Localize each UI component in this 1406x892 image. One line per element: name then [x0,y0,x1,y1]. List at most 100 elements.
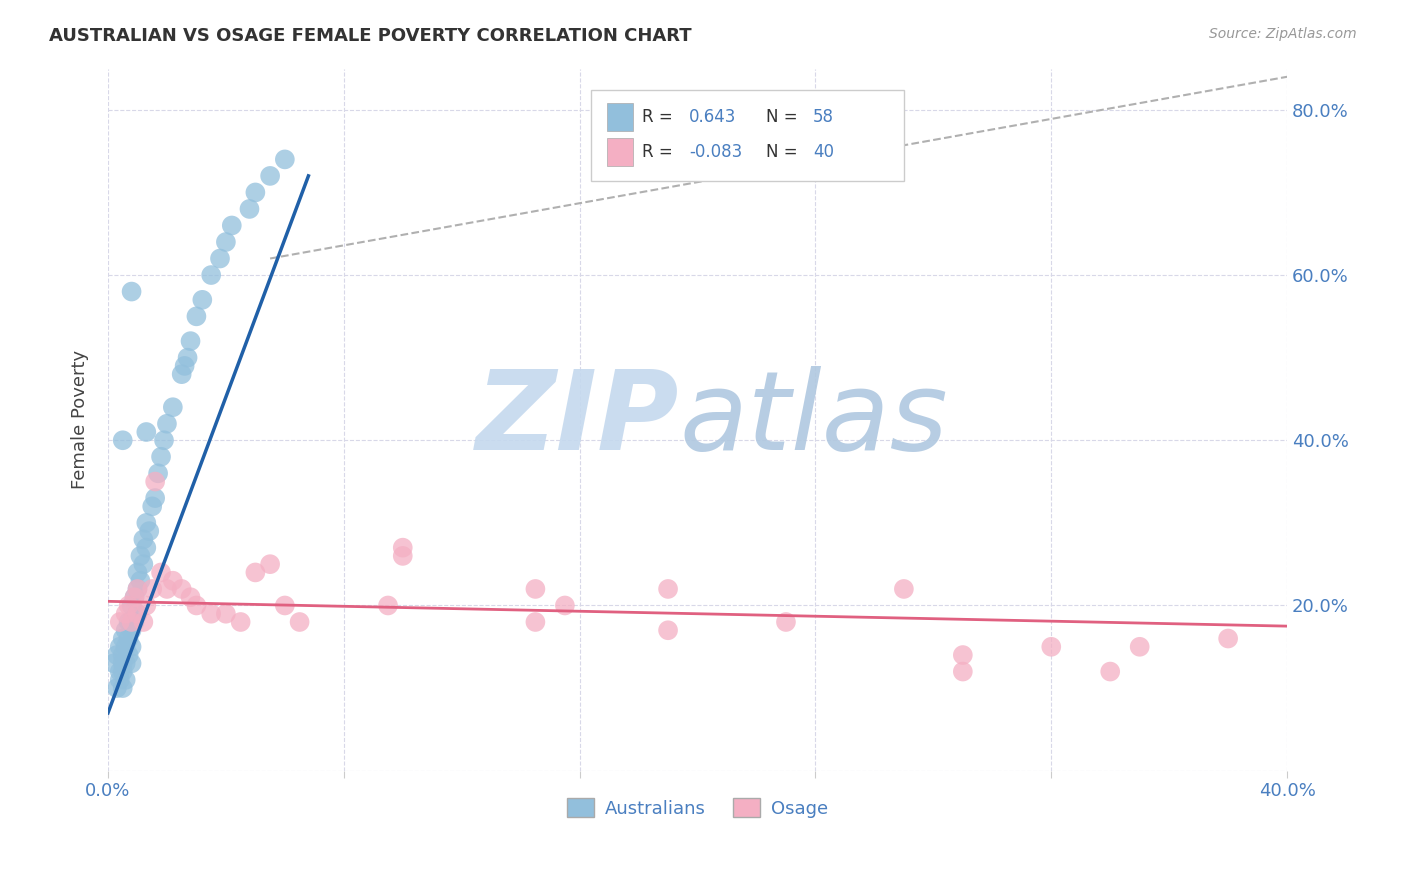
Point [111,648,134,662]
Point [105,648,128,662]
Point [259,557,281,571]
Point [288,615,311,629]
Point [143,475,166,489]
Point [221,219,243,233]
Point [114,657,136,671]
Point [893,582,915,596]
Point [103,657,125,671]
Point [117,615,139,629]
Point [156,582,179,596]
Point [135,599,157,613]
Text: ZIP: ZIP [477,366,681,473]
Point [127,582,149,596]
Point [114,624,136,638]
Point [180,591,202,605]
Point [191,293,214,307]
Point [153,434,176,448]
Point [121,599,143,613]
Text: R =: R = [643,143,673,161]
Text: 58: 58 [813,108,834,126]
Point [176,351,198,365]
Point [1099,665,1122,679]
Point [229,615,252,629]
Point [200,607,222,621]
Point [108,665,131,679]
Point [124,615,146,629]
Point [162,574,184,588]
Point [108,673,131,687]
Point [141,582,163,596]
Point [127,582,149,596]
Point [1216,632,1239,646]
Point [245,186,267,200]
Point [132,557,155,571]
Point [775,615,797,629]
Point [127,607,149,621]
Point [215,607,238,621]
Point [238,202,260,216]
Text: R =: R = [643,108,673,126]
Point [150,450,173,464]
Point [124,591,146,605]
Point [127,607,149,621]
Point [173,359,195,373]
Text: atlas: atlas [681,366,949,473]
Point [121,615,143,629]
Point [180,334,202,348]
Point [121,285,143,299]
Point [208,252,231,266]
Point [111,657,134,671]
Point [391,549,413,563]
Point [162,401,184,415]
Point [117,648,139,662]
Point [156,417,179,431]
Point [554,599,576,613]
FancyBboxPatch shape [607,103,633,131]
Point [1040,640,1063,654]
Legend: Australians, Osage: Australians, Osage [560,791,835,825]
Point [121,640,143,654]
Point [117,599,139,613]
Point [135,541,157,555]
Point [135,516,157,530]
Point [132,615,155,629]
Point [274,599,297,613]
Text: N =: N = [766,143,797,161]
Point [124,591,146,605]
Point [129,549,152,563]
Point [121,624,143,638]
Point [143,491,166,505]
Point [114,673,136,687]
Point [170,582,193,596]
Point [215,235,238,249]
Point [141,500,163,514]
Point [111,632,134,646]
Y-axis label: Female Poverty: Female Poverty [72,350,89,489]
Text: Source: ZipAtlas.com: Source: ZipAtlas.com [1209,27,1357,41]
Point [245,566,267,580]
Point [111,665,134,679]
Point [524,582,547,596]
Point [138,524,160,538]
Point [111,681,134,695]
Point [952,648,974,662]
FancyBboxPatch shape [592,89,904,181]
Text: 0.643: 0.643 [689,108,737,126]
Point [259,169,281,183]
Point [121,657,143,671]
Point [135,425,157,439]
FancyBboxPatch shape [607,138,633,166]
Text: -0.083: -0.083 [689,143,742,161]
Point [657,624,679,638]
Point [170,367,193,381]
Point [186,599,208,613]
Point [114,640,136,654]
Point [146,467,169,481]
Text: N =: N = [766,108,797,126]
Point [1129,640,1152,654]
Point [150,566,173,580]
Text: 40: 40 [813,143,834,161]
Point [952,665,974,679]
Point [524,615,547,629]
Text: AUSTRALIAN VS OSAGE FEMALE POVERTY CORRELATION CHART: AUSTRALIAN VS OSAGE FEMALE POVERTY CORRE… [49,27,692,45]
